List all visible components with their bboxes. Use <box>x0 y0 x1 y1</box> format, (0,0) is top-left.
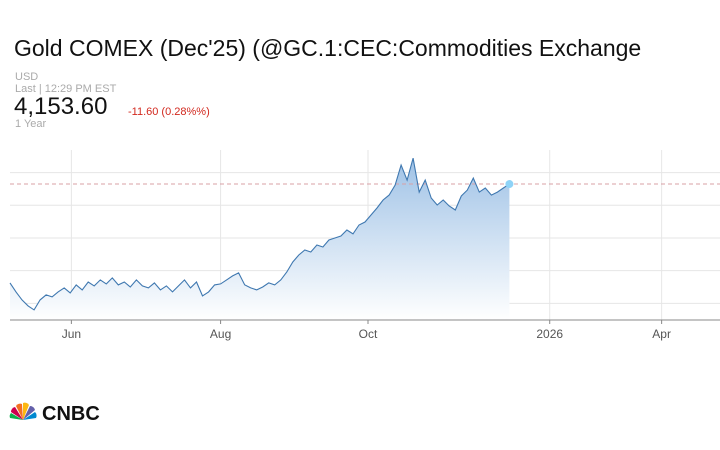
logo: CNBC <box>9 402 100 425</box>
price-line <box>9 157 510 311</box>
x-tick-label: 2026 <box>536 327 563 341</box>
x-tick-label: Jun <box>62 327 81 341</box>
x-tick-label: Apr <box>652 327 671 341</box>
last-time: Last | 12:29 PM EST <box>15 83 117 95</box>
x-tick-label: Aug <box>210 327 231 341</box>
currency: USD <box>15 71 38 83</box>
range: 1 Year <box>15 118 47 130</box>
change: -11.60 (0.28%%) <box>128 106 210 118</box>
x-tick-label: Oct <box>359 327 378 341</box>
plot: CNBCJunAugOct2026Apr <box>9 150 720 341</box>
price: 4,153.60 <box>14 93 107 120</box>
title: Gold COMEX (Dec'25) (@GC.1:CEC:Commoditi… <box>14 35 641 61</box>
last-point <box>505 180 514 189</box>
logo-text: CNBC <box>42 403 100 425</box>
area <box>10 158 510 320</box>
